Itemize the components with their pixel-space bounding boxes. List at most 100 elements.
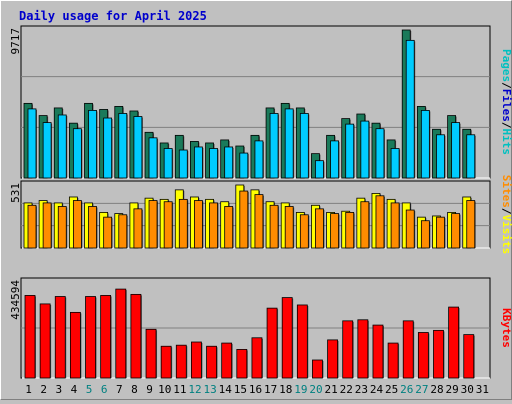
kbytes-bar-day-5 bbox=[85, 296, 96, 379]
kbytes-bar-day-11 bbox=[175, 344, 187, 379]
kbytes-bar-day-1 bbox=[24, 295, 36, 379]
x-tick-label-day-13: 13 bbox=[203, 383, 216, 396]
kbytes-bar-day-10 bbox=[160, 345, 172, 379]
x-tick-label-day-29: 29 bbox=[446, 383, 459, 396]
x-tick-label-day-9: 9 bbox=[146, 383, 153, 396]
kbytes-bar-day-28 bbox=[433, 329, 444, 379]
y-max-label-kbytes: 434594 bbox=[9, 280, 22, 320]
sites-bar-day-25 bbox=[390, 202, 400, 249]
sites-bar-day-16 bbox=[254, 194, 264, 249]
sites-bar-day-6 bbox=[103, 216, 113, 249]
x-tick-label-day-23: 23 bbox=[355, 383, 368, 396]
x-tick-label-day-11: 11 bbox=[173, 383, 186, 396]
files-bar-day-11 bbox=[178, 149, 188, 179]
sites-bar-day-7 bbox=[118, 214, 128, 249]
sites-bar-day-30 bbox=[466, 200, 476, 249]
kbytes-bar-day-19 bbox=[296, 304, 308, 379]
kbytes-bar-day-8 bbox=[130, 293, 142, 379]
x-tick-label-day-19: 19 bbox=[294, 383, 307, 396]
kbytes-bar-day-20 bbox=[312, 359, 323, 379]
kbytes-bar-day-3 bbox=[54, 296, 66, 379]
kbytes-bar-day-7 bbox=[115, 288, 127, 379]
kbytes-bar-day-6 bbox=[100, 295, 112, 379]
sites-bar-day-26 bbox=[405, 209, 415, 249]
sites-bar-day-23 bbox=[360, 201, 370, 249]
legend-hits-files-pages-pages: Pages bbox=[500, 49, 512, 82]
sites-bar-day-21 bbox=[330, 213, 339, 249]
x-tick-label-day-5: 5 bbox=[86, 383, 93, 396]
legend-hits-files-pages-hits: Hits bbox=[500, 129, 512, 156]
kbytes-bar-day-13 bbox=[206, 345, 217, 379]
files-bar-day-1 bbox=[27, 108, 37, 179]
files-bar-day-30 bbox=[466, 134, 476, 179]
sites-bar-day-3 bbox=[57, 206, 67, 249]
kbytes-bar-day-4 bbox=[69, 311, 81, 379]
files-bar-day-29 bbox=[451, 122, 461, 179]
files-bar-day-7 bbox=[118, 113, 128, 179]
x-tick-label-day-6: 6 bbox=[101, 383, 108, 396]
files-bar-day-21 bbox=[330, 140, 339, 179]
legend-kbytes: KBytes bbox=[500, 308, 512, 348]
x-tick-label-day-18: 18 bbox=[279, 383, 292, 396]
x-tick-label-day-27: 27 bbox=[415, 383, 428, 396]
kbytes-bar-day-26 bbox=[402, 320, 414, 379]
sites-bar-day-11 bbox=[178, 198, 188, 249]
files-bar-day-22 bbox=[345, 123, 355, 179]
kbytes-bar-day-15 bbox=[236, 349, 248, 379]
kbytes-bar-day-25 bbox=[387, 342, 399, 379]
files-bar-day-2 bbox=[42, 122, 52, 179]
sites-bar-day-17 bbox=[269, 204, 279, 249]
y-max-label-visits: 531 bbox=[9, 183, 22, 203]
x-tick-label-day-15: 15 bbox=[234, 383, 247, 396]
kbytes-bar-day-9 bbox=[145, 328, 157, 379]
kbytes-bar-day-22 bbox=[342, 320, 354, 379]
sites-bar-day-14 bbox=[224, 206, 234, 249]
x-tick-label-day-1: 1 bbox=[25, 383, 32, 396]
legend-hits-files-pages: Pages/Files/Hits bbox=[500, 49, 512, 155]
x-tick-label-day-31: 31 bbox=[476, 383, 489, 396]
kbytes-bar-day-12 bbox=[191, 341, 202, 379]
files-bar-day-6 bbox=[103, 117, 113, 179]
sites-bar-day-2 bbox=[42, 202, 52, 249]
sites-bar-day-27 bbox=[420, 220, 430, 249]
kbytes-bars bbox=[24, 288, 475, 379]
legend-visits-sites-visits: Visits bbox=[500, 215, 512, 255]
x-tick-label-day-24: 24 bbox=[370, 383, 384, 396]
sites-bar-day-15 bbox=[239, 190, 249, 249]
files-bar-day-23 bbox=[360, 120, 370, 179]
kbytes-bar-day-14 bbox=[221, 342, 233, 379]
kbytes-bar-day-29 bbox=[448, 306, 460, 379]
files-bar-day-8 bbox=[133, 116, 143, 179]
legend-hits-files-pages-separator: / bbox=[500, 82, 512, 89]
x-tick-label-day-2: 2 bbox=[40, 383, 47, 396]
sites-bar-day-13 bbox=[209, 202, 218, 249]
x-tick-label-day-7: 7 bbox=[116, 383, 123, 396]
kbytes-bar-day-17 bbox=[266, 307, 278, 379]
kbytes-bar-day-27 bbox=[417, 332, 429, 379]
sites-bar-day-20 bbox=[315, 208, 324, 249]
files-bar-day-4 bbox=[72, 128, 82, 179]
sites-bar-day-18 bbox=[284, 206, 294, 249]
legend-visits-sites-sites: Sites bbox=[500, 175, 512, 208]
kbytes-bar-day-23 bbox=[357, 319, 369, 379]
x-tick-label-day-25: 25 bbox=[385, 383, 398, 396]
sites-bar-day-29 bbox=[451, 213, 461, 249]
files-bar-day-27 bbox=[420, 110, 430, 179]
files-bar-day-12 bbox=[194, 146, 203, 179]
chart-title: Daily usage for April 2025 bbox=[19, 9, 207, 23]
files-bar-day-17 bbox=[269, 113, 279, 179]
x-tick-label-day-17: 17 bbox=[264, 383, 277, 396]
files-bar-day-9 bbox=[148, 137, 158, 179]
legend-hits-files-pages-files: Files bbox=[500, 89, 512, 122]
x-tick-label-day-14: 14 bbox=[219, 383, 233, 396]
x-tick-label-day-21: 21 bbox=[325, 383, 338, 396]
files-bar-day-26 bbox=[405, 39, 415, 179]
legend-kbytes-kbytes: KBytes bbox=[500, 308, 512, 348]
legend-visits-sites: Sites/Visits bbox=[500, 175, 512, 255]
x-tick-label-day-30: 30 bbox=[461, 383, 474, 396]
x-tick-label-day-20: 20 bbox=[309, 383, 322, 396]
visits-sites-bars bbox=[23, 184, 476, 249]
sites-bar-day-10 bbox=[163, 201, 173, 249]
files-bar-day-25 bbox=[390, 148, 400, 179]
